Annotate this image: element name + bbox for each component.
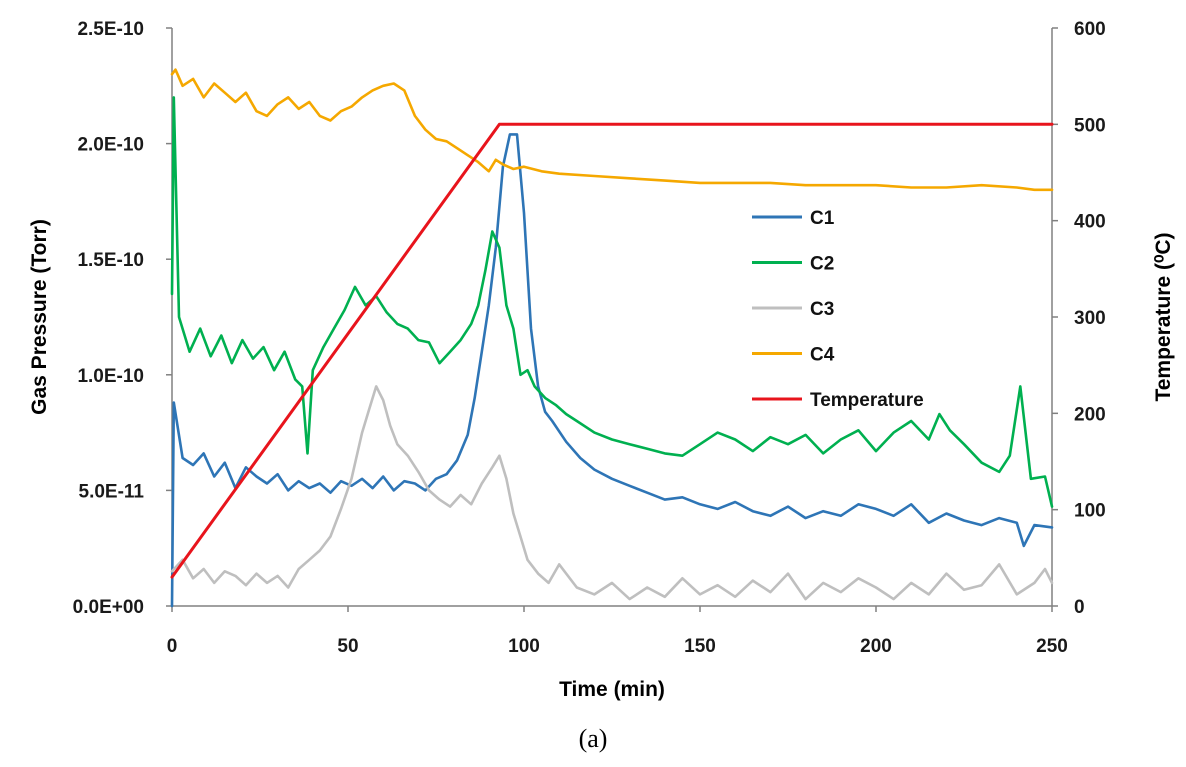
legend-label-temperature: Temperature: [810, 390, 924, 411]
y-right-tick-label: 500: [1074, 115, 1106, 136]
y-left-tick-label: 0.0E+00: [73, 597, 144, 618]
series-line-c2: [170, 96, 1054, 508]
legend: C1 C2 C3 C4 Temperature: [752, 208, 924, 411]
legend-label-c3: C3: [810, 299, 834, 320]
series-line-c4: [170, 68, 1054, 192]
x-tick-label: 100: [508, 636, 540, 657]
y-right-tick-label: 100: [1074, 501, 1106, 522]
legend-label-c1: C1: [810, 208, 835, 229]
legend-label-c2: C2: [810, 254, 834, 275]
x-axis-title: Time (min): [559, 678, 665, 701]
ticks: 0 50 100 150 200 250 0.0E+00 5.0E-11 1.0E-10 1.5E…: [73, 19, 1106, 657]
y-right-tick-label: 400: [1074, 212, 1106, 233]
legend-label-c4: C4: [810, 345, 835, 366]
y-right-tick-label: 300: [1074, 308, 1106, 329]
y-right-tick-label: 600: [1074, 19, 1106, 40]
y-right-tick-label: 200: [1074, 404, 1106, 425]
y-right-axis-title: Temperature (⁰C): [1152, 232, 1175, 401]
x-tick-label: 150: [684, 636, 716, 657]
y-right-tick-label: 0: [1074, 597, 1085, 618]
y-left-tick-label: 1.0E-10: [77, 366, 144, 387]
x-tick-label: 200: [860, 636, 892, 657]
x-tick-label: 0: [167, 636, 178, 657]
y-left-tick-label: 5.0E-11: [79, 481, 145, 502]
y-left-tick-label: 2.5E-10: [77, 19, 144, 40]
x-tick-label: 250: [1036, 636, 1068, 657]
y-left-tick-label: 1.5E-10: [77, 250, 144, 271]
series-lines: [170, 68, 1054, 608]
x-tick-label: 50: [337, 636, 358, 657]
series-line-c3: [170, 385, 1054, 601]
series-line-temperature: [170, 122, 1054, 579]
y-left-axis-title: Gas Pressure (Torr): [28, 219, 51, 415]
figure-caption: (a): [579, 724, 608, 753]
y-left-tick-label: 2.0E-10: [77, 135, 144, 156]
axes: [171, 28, 1053, 607]
series-line-c1: [170, 133, 1054, 608]
